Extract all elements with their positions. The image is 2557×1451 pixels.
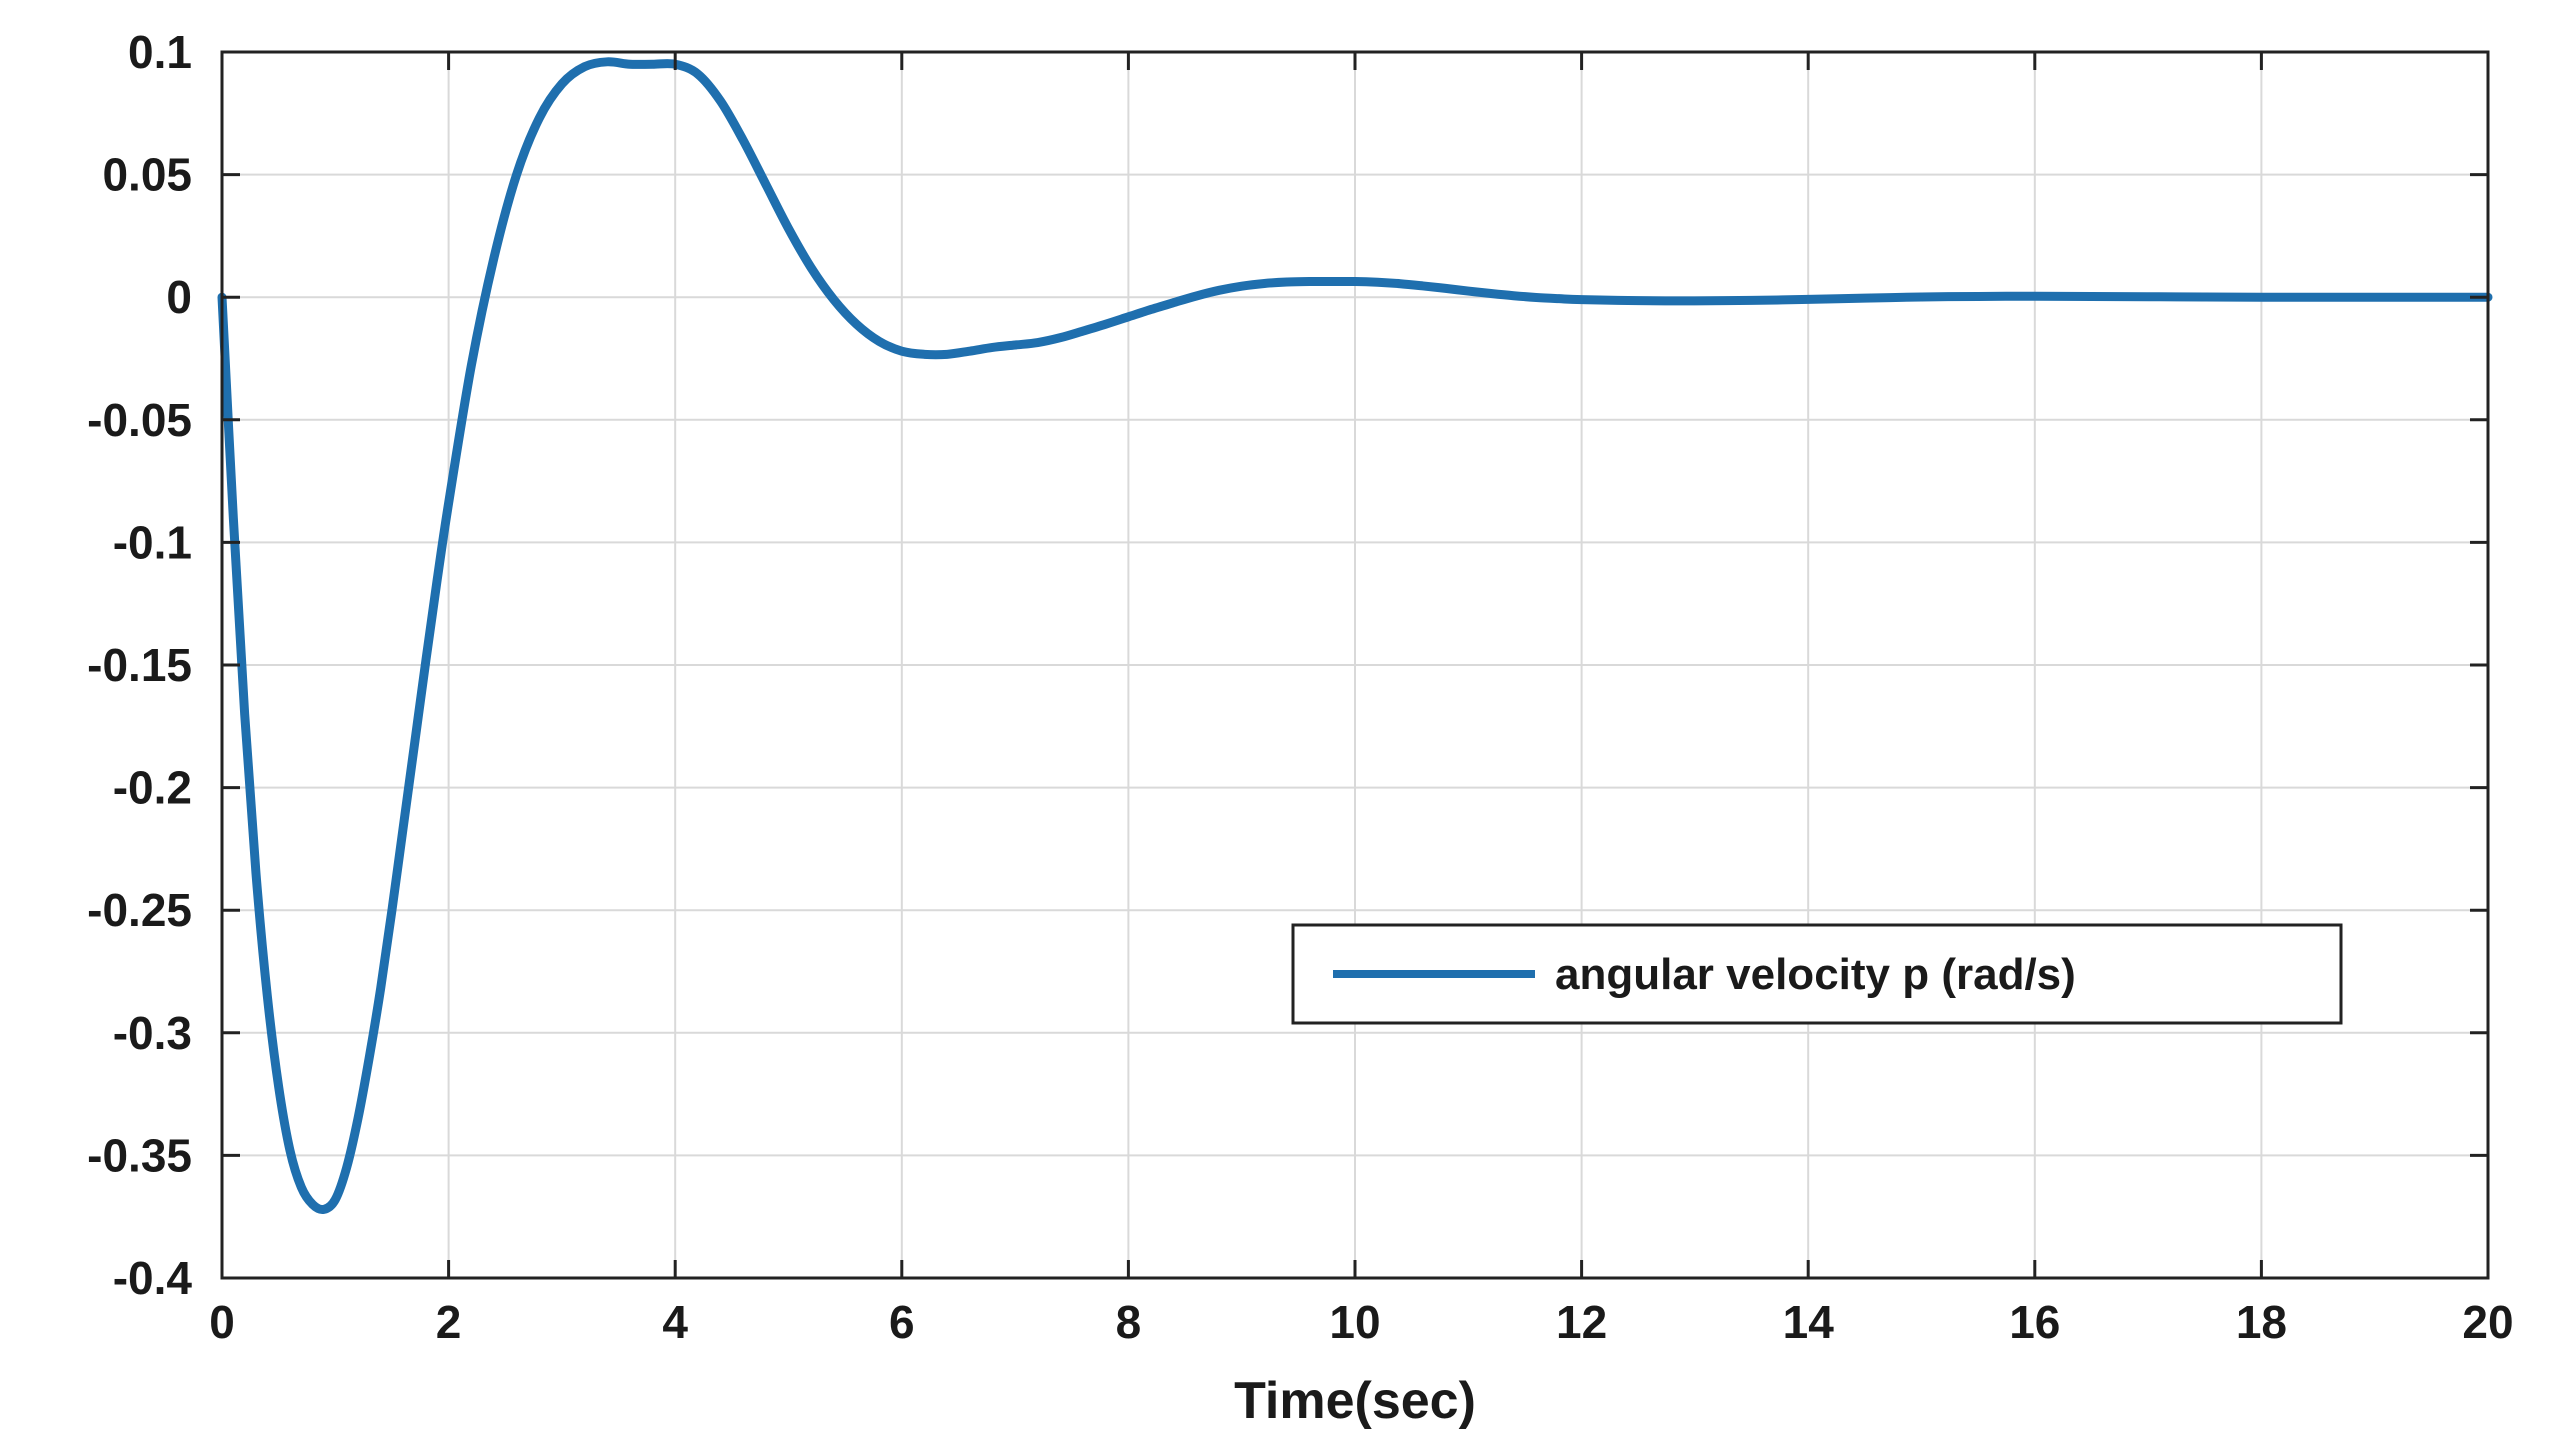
y-tick-label: -0.4: [113, 1252, 193, 1304]
x-tick-label: 4: [662, 1296, 688, 1348]
y-tick-label: 0: [166, 271, 192, 323]
y-tick-label: 0.05: [102, 149, 192, 201]
y-tick-label: -0.15: [87, 639, 192, 691]
x-tick-label: 20: [2462, 1296, 2513, 1348]
legend-label: angular velocity p (rad/s): [1555, 950, 2076, 999]
x-tick-labels: 0 2 4 6 8 10 12 14 16 18 20: [209, 1296, 2513, 1348]
y-tick-label: -0.3: [113, 1007, 192, 1059]
x-axis-label: Time(sec): [1234, 1372, 1476, 1430]
y-tick-label: -0.25: [87, 884, 192, 936]
y-tick-label: -0.1: [113, 516, 192, 568]
y-tick-labels: 0.1 0.05 0 -0.05 -0.1 -0.15 -0.2 -0.25 -0.3 -0.35…: [87, 26, 192, 1304]
y-tick-label: -0.35: [87, 1129, 192, 1181]
x-tick-label: 12: [1556, 1296, 1607, 1348]
x-tick-label: 0: [209, 1296, 235, 1348]
x-tick-label: 14: [1783, 1296, 1835, 1348]
x-tick-label: 6: [889, 1296, 915, 1348]
x-tick-label: 16: [2009, 1296, 2060, 1348]
axis-ticks: [220, 50, 2490, 1280]
y-tick-label: 0.1: [128, 26, 192, 78]
y-tick-label: -0.2: [113, 762, 192, 814]
x-tick-label: 10: [1329, 1296, 1380, 1348]
series-layer: [217, 57, 2493, 1215]
legend: angular velocity p (rad/s): [1291, 923, 2343, 1025]
y-tick-label: -0.05: [87, 394, 192, 446]
x-tick-label: 8: [1116, 1296, 1142, 1348]
grid: [221, 51, 2489, 1279]
series-line: [217, 57, 2493, 1215]
x-tick-label: 18: [2236, 1296, 2287, 1348]
x-tick-label: 2: [436, 1296, 462, 1348]
